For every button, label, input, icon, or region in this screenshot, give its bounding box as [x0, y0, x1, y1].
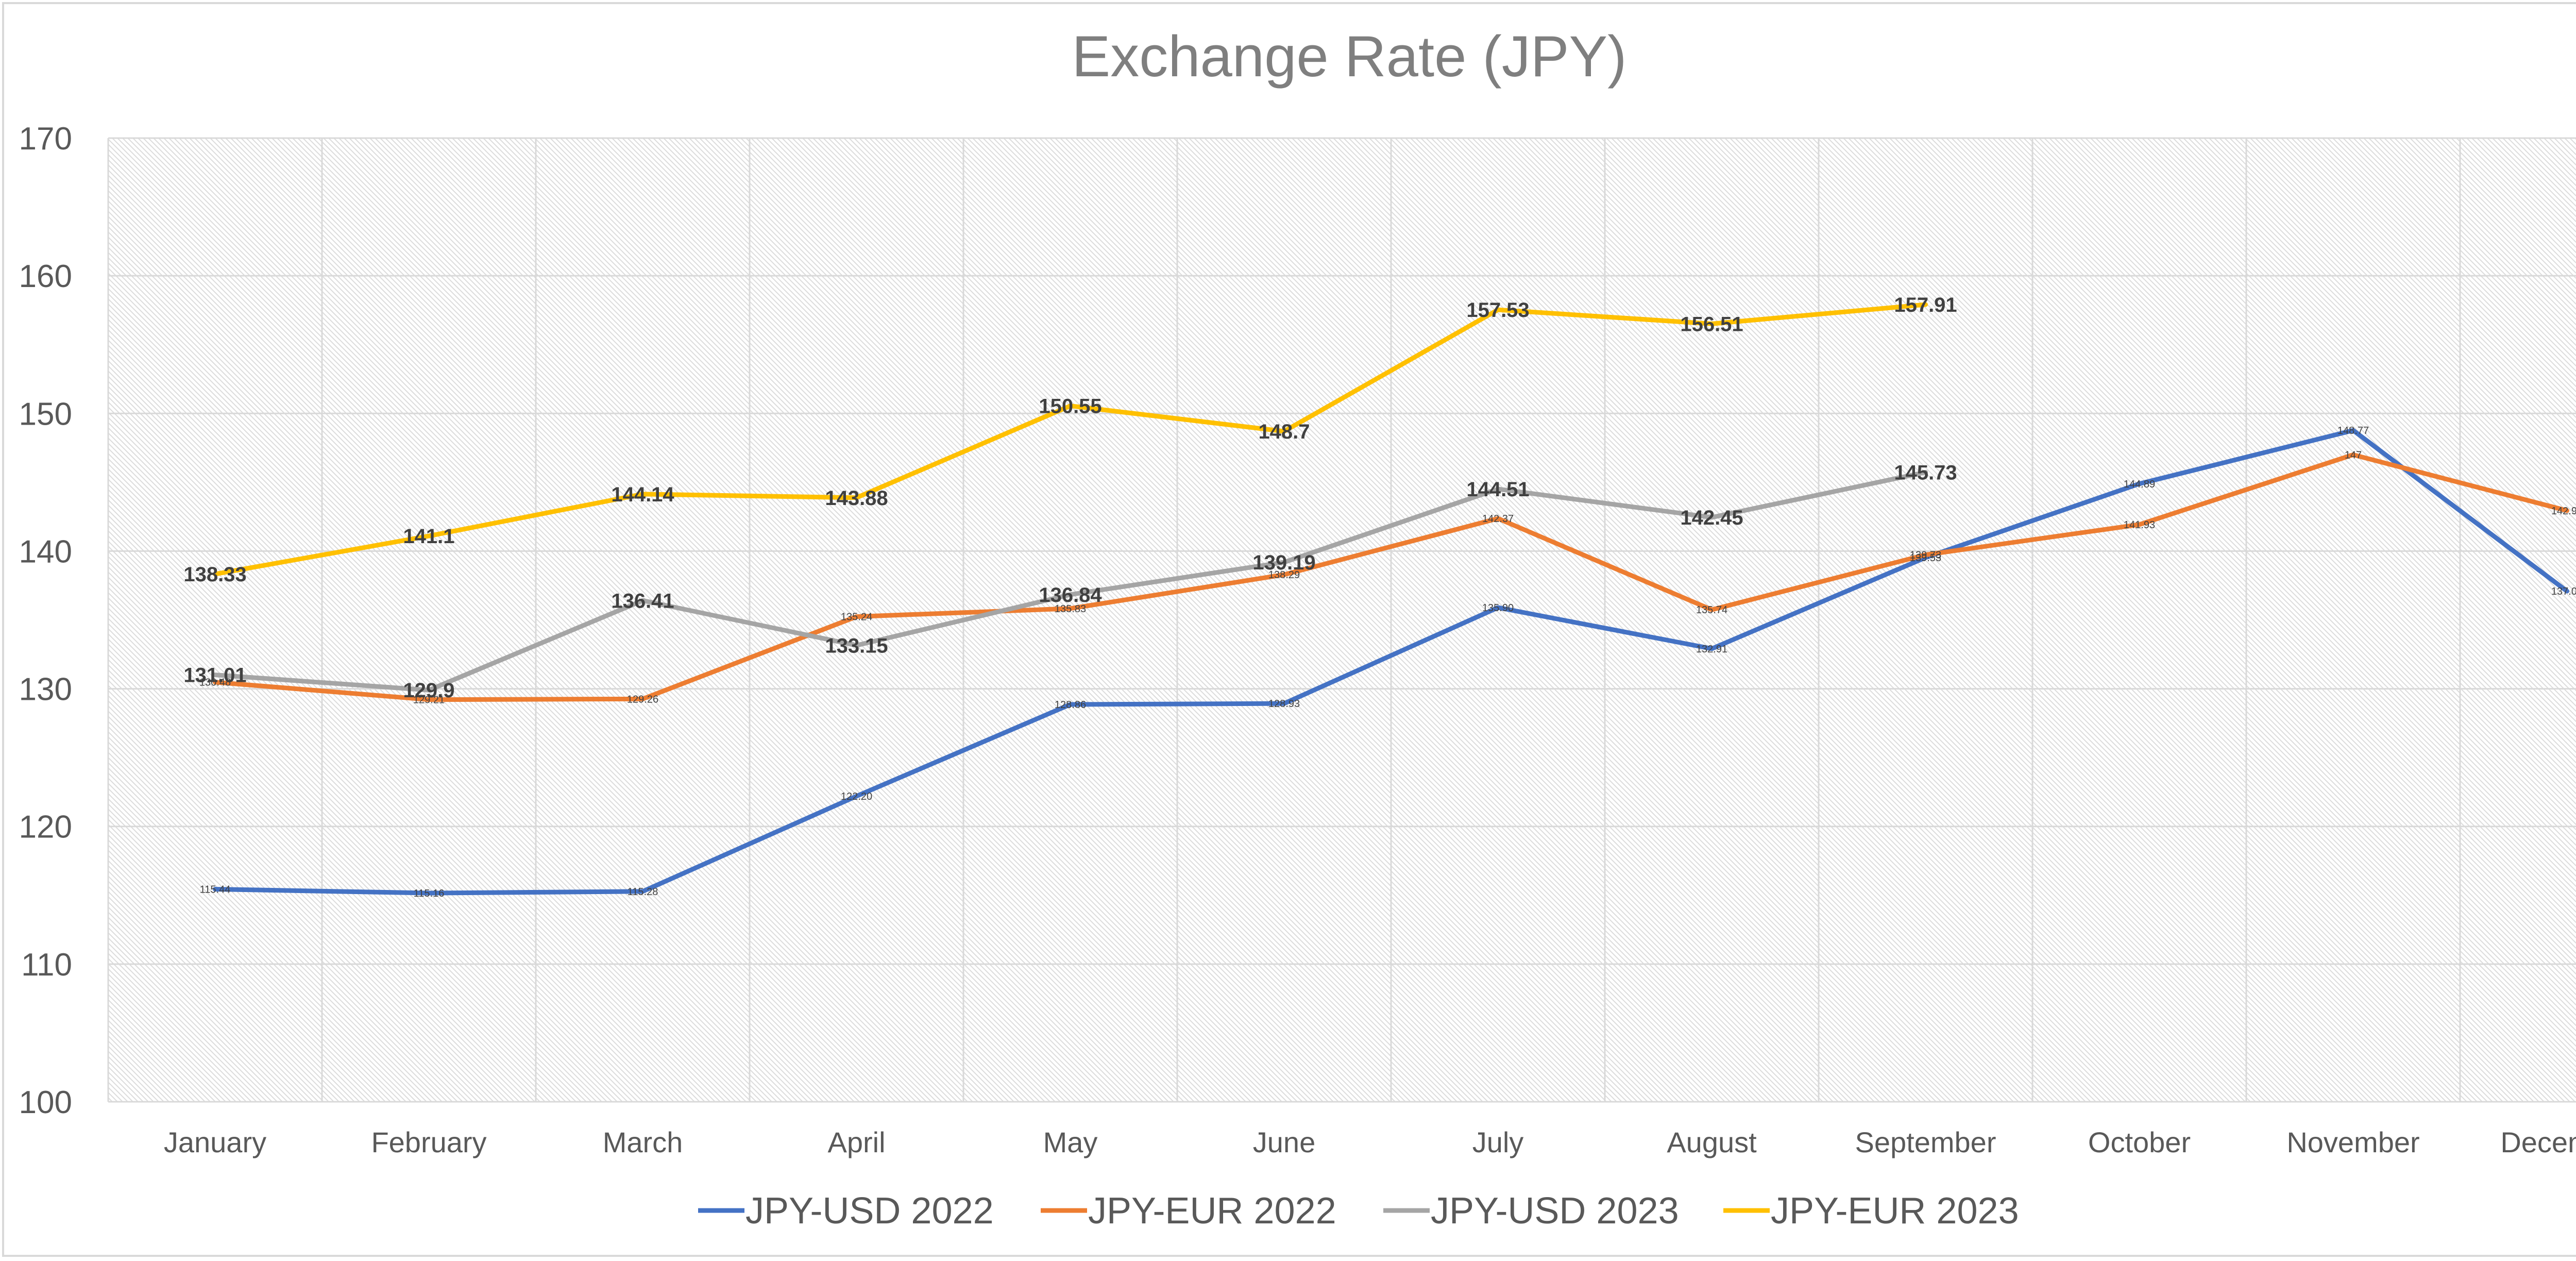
data-label: 142.37: [1482, 513, 1514, 525]
x-tick-label: February: [371, 1126, 486, 1158]
y-tick-label: 150: [19, 396, 72, 432]
x-tick-label: April: [827, 1126, 885, 1158]
data-label: 136.84: [1039, 584, 1102, 607]
data-label: 148.77: [2337, 425, 2369, 436]
data-label: 147: [2345, 449, 2362, 461]
x-axis-ticks: January February March April May June July Augu…: [164, 1126, 2576, 1158]
data-label: 122.20: [841, 791, 872, 802]
data-label: 142.94: [2551, 506, 2576, 517]
data-label: 115.28: [628, 886, 658, 898]
x-tick-label: October: [2088, 1126, 2191, 1158]
x-tick-label: June: [1253, 1126, 1315, 1158]
data-label: 148.7: [1258, 421, 1310, 443]
data-labels: 115.44 115.16 115.28 122.20 128.86 128.93 135.…: [183, 294, 2576, 899]
plot-area: [108, 138, 2576, 1102]
data-label: 129.21: [413, 695, 445, 706]
data-label: 145.73: [1894, 461, 1957, 484]
data-label: 115.44: [200, 884, 231, 896]
data-label: 141.1: [403, 525, 454, 548]
data-label: 138.33: [183, 563, 246, 586]
x-tick-label: July: [1472, 1126, 1524, 1158]
series-line: [213, 452, 2569, 702]
data-label: 144.51: [1466, 478, 1529, 501]
legend-label: JPY-USD 2022: [745, 1190, 994, 1232]
gridlines: [107, 137, 2576, 1103]
data-label: 128.93: [1268, 698, 1300, 710]
x-tick-label: March: [603, 1126, 683, 1158]
data-label: 141.93: [2124, 519, 2155, 531]
x-tick-label: August: [1667, 1126, 1757, 1158]
data-label: 137.09: [2551, 586, 2576, 597]
legend-label: JPY-EUR 2023: [1771, 1190, 2019, 1232]
data-label: 129.26: [627, 694, 658, 705]
data-label: 129.9: [403, 679, 454, 702]
data-label: 156.51: [1680, 313, 1743, 335]
data-label: 115.16: [414, 888, 445, 899]
chart-title: Exchange Rate (JPY): [1072, 24, 1627, 89]
series-lines: [213, 302, 2569, 896]
x-tick-label: December: [2500, 1126, 2576, 1158]
data-label: 139.53: [1910, 552, 1941, 564]
data-label: 136.41: [611, 590, 674, 612]
y-tick-label: 170: [19, 121, 72, 157]
data-label: 144.89: [2124, 479, 2155, 490]
y-tick-label: 110: [21, 947, 72, 983]
data-label: 138.29: [1268, 569, 1300, 581]
y-tick-label: 100: [19, 1085, 72, 1120]
series-line: [213, 469, 1928, 693]
data-label: 142.45: [1680, 507, 1743, 529]
data-label: 144.14: [611, 483, 674, 506]
data-label: 157.91: [1894, 294, 1957, 316]
data-label: 132.91: [1696, 644, 1727, 655]
series-line: [213, 302, 1928, 577]
x-tick-label: September: [1855, 1126, 1996, 1158]
data-label: 135.74: [1696, 604, 1727, 616]
y-tick-label: 130: [19, 672, 72, 708]
data-label: 157.53: [1466, 299, 1529, 322]
y-axis-ticks: 100 110 120 130 140 150 160 170: [19, 121, 72, 1120]
y-tick-label: 120: [19, 810, 72, 845]
data-label: 131.01: [183, 664, 246, 687]
data-label: 135.90: [1482, 602, 1514, 614]
legend: JPY-USD 2022 JPY-EUR 2022 JPY-USD 2023 JPY-…: [698, 1190, 2019, 1232]
legend-label: JPY-USD 2023: [1431, 1190, 1679, 1232]
x-tick-label: November: [2286, 1126, 2419, 1158]
data-label: 130.48: [199, 677, 231, 688]
data-label: 135.83: [1055, 603, 1086, 615]
y-tick-label: 160: [19, 259, 72, 294]
data-label: 133.15: [825, 634, 888, 657]
series-line: [213, 428, 2569, 896]
data-label: 128.86: [1055, 699, 1086, 711]
y-tick-label: 140: [19, 534, 72, 569]
data-label: 139.19: [1252, 551, 1315, 574]
data-label: 143.88: [825, 487, 888, 510]
data-label: 150.55: [1039, 395, 1101, 418]
data-label: 139.73: [1910, 550, 1941, 561]
data-label: 135.24: [841, 612, 872, 623]
x-tick-label: May: [1043, 1126, 1098, 1158]
legend-label: JPY-EUR 2022: [1088, 1190, 1336, 1232]
x-tick-label: January: [164, 1126, 266, 1158]
